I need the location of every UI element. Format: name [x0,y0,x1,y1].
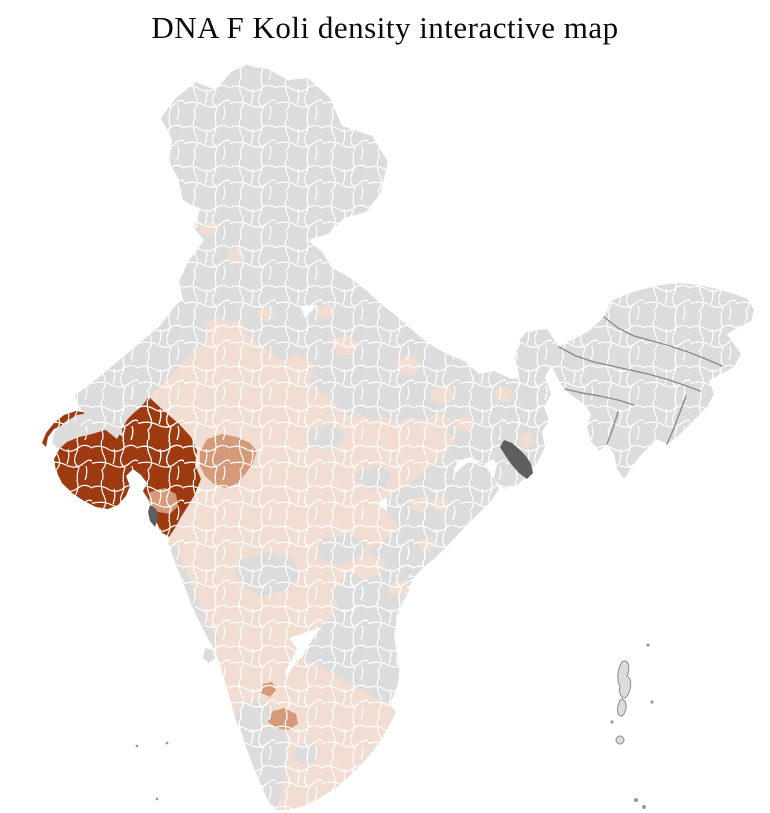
feature-sundarbans-delta[interactable] [500,440,533,479]
border-meghalaya-south [564,388,635,406]
state-goa[interactable] [203,648,215,663]
island-dot-3 [610,720,614,724]
island-andaman-south[interactable] [617,699,627,717]
island-andaman-north[interactable] [617,660,632,699]
dark-features [148,440,533,527]
border-tripura-mizoram [606,411,619,445]
border-manipur-west [666,395,687,445]
district-mesh-overlay [42,64,754,810]
island-lakshadweep-dot-1 [135,744,139,748]
islands [135,643,654,809]
island-nicobar-dot-1 [634,798,638,802]
island-dot-1 [646,643,650,647]
border-assam-valley-south [558,346,701,392]
island-nicobar-dot-2 [642,805,646,809]
island-little-andaman[interactable] [615,735,625,745]
island-lakshadweep-dot-3 [155,797,159,801]
border-arunachal-assam [603,316,723,367]
island-lakshadweep-dot-2 [165,741,169,745]
state-borders [41,63,755,811]
feature-mumbai-coast[interactable] [148,505,158,527]
island-dot-2 [650,700,654,704]
map-title: DNA F Koli density interactive map [151,10,619,45]
